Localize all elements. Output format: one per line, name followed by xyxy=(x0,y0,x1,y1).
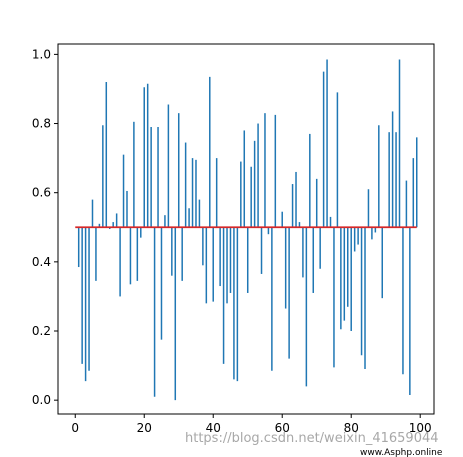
watermark-site: www.Asphp.online xyxy=(360,448,443,457)
axis-ticks: 0 20 40 60 80 100 0.0 0.2 0.4 0.6 0.8 1.0 xyxy=(32,47,432,435)
axes-frame xyxy=(57,43,435,415)
x-tick-label: 40 xyxy=(206,421,221,435)
y-tick-label: 0.8 xyxy=(32,117,51,131)
y-tick-label: 0.2 xyxy=(32,324,51,338)
watermark-url: https://blog.csdn.net/weixin_41659044 xyxy=(185,431,439,446)
x-tick-label: 80 xyxy=(344,421,359,435)
y-tick-label: 0.6 xyxy=(32,186,51,200)
x-tick-label: 20 xyxy=(137,421,152,435)
x-tick-label: 0 xyxy=(71,421,79,435)
y-tick-label: 0.4 xyxy=(32,255,51,269)
y-tick-label: 0.0 xyxy=(32,393,51,407)
plot-area xyxy=(75,59,418,401)
y-tick-label: 1.0 xyxy=(32,47,51,61)
x-tick-label: 60 xyxy=(275,421,290,435)
x-tick-label: 100 xyxy=(409,421,432,435)
